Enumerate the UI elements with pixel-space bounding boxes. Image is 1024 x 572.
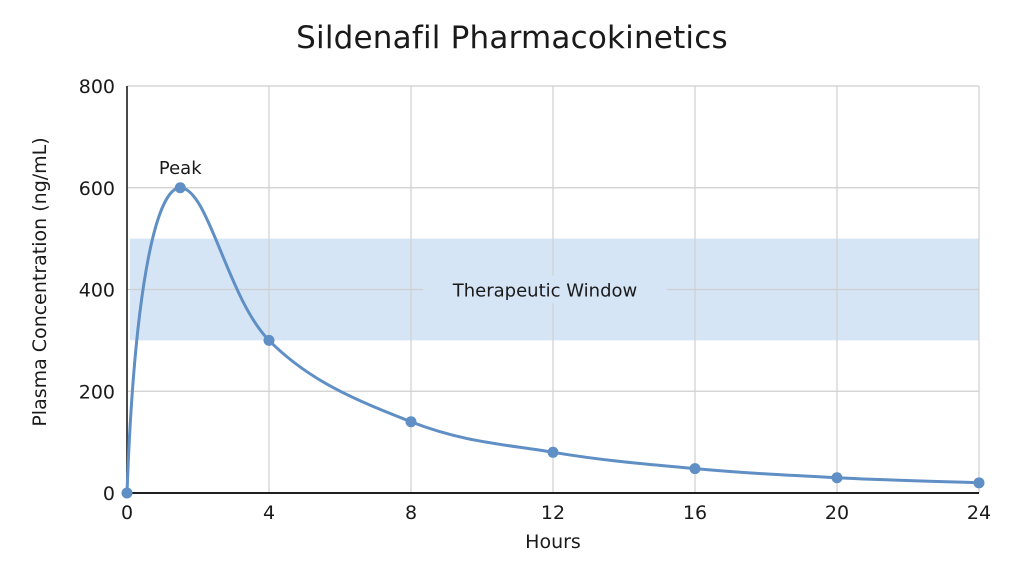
x-tick-label: 16 [683, 502, 707, 524]
peak-label: Peak [159, 158, 202, 179]
x-tick-label: 24 [967, 502, 991, 524]
data-series [121, 182, 985, 499]
concentration-curve [125, 186, 981, 495]
y-tick-label: 200 [79, 381, 115, 403]
axes [126, 86, 979, 494]
x-tick-label: 0 [121, 502, 133, 524]
tick-labels: 0 4 8 12 16 20 24 0 200 400 600 800 [79, 76, 991, 524]
y-tick-label: 800 [79, 76, 115, 98]
x-tick-label: 4 [263, 502, 275, 524]
therapeutic-window-label: Therapeutic Window [452, 281, 637, 302]
y-tick-label: 600 [79, 178, 115, 200]
x-tick-label: 20 [825, 502, 849, 524]
y-tick-label: 400 [79, 280, 115, 302]
data-point-marker [263, 334, 275, 346]
data-point-marker [973, 477, 985, 489]
chart-title: Sildenafil Pharmacokinetics [296, 20, 728, 56]
annotations: Peak Therapeutic Window [159, 158, 667, 304]
data-point-marker [547, 446, 559, 458]
data-point-marker [174, 182, 186, 194]
data-point-marker [121, 487, 133, 499]
x-axis-label: Hours [525, 531, 581, 553]
x-tick-label: 8 [405, 502, 417, 524]
x-tick-label: 12 [541, 502, 565, 524]
data-point-marker [405, 416, 417, 428]
band-label-backing [423, 275, 667, 304]
data-point-marker [689, 463, 701, 475]
data-point-marker [831, 472, 843, 484]
y-tick-label: 0 [103, 483, 115, 505]
